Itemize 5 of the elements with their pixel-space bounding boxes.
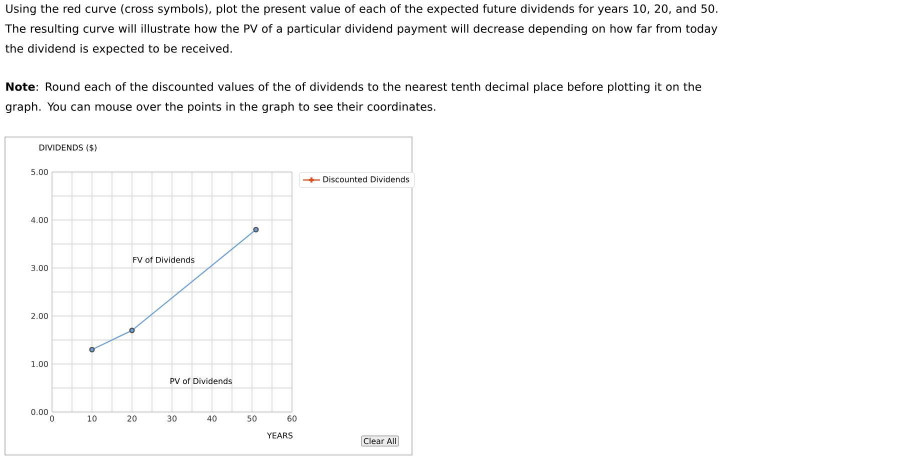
point xyxy=(129,328,135,334)
text: Using the red curve (cross symbols), plot the present value of each of the expected future dividends for years 10, 20, and 50. The resulting curve will illustrate how the PV of a particular dividend payment will decrease depending on how far from today the dividend is expected to be received. xyxy=(5,4,718,55)
point xyxy=(253,226,259,232)
point xyxy=(89,346,95,352)
text: Note: Round each of the discounted values of the of dividends to the nearest tenth decimal place before plotting it on the graph. You can mouse over the points in the graph to see their coordinates. xyxy=(6,82,702,114)
